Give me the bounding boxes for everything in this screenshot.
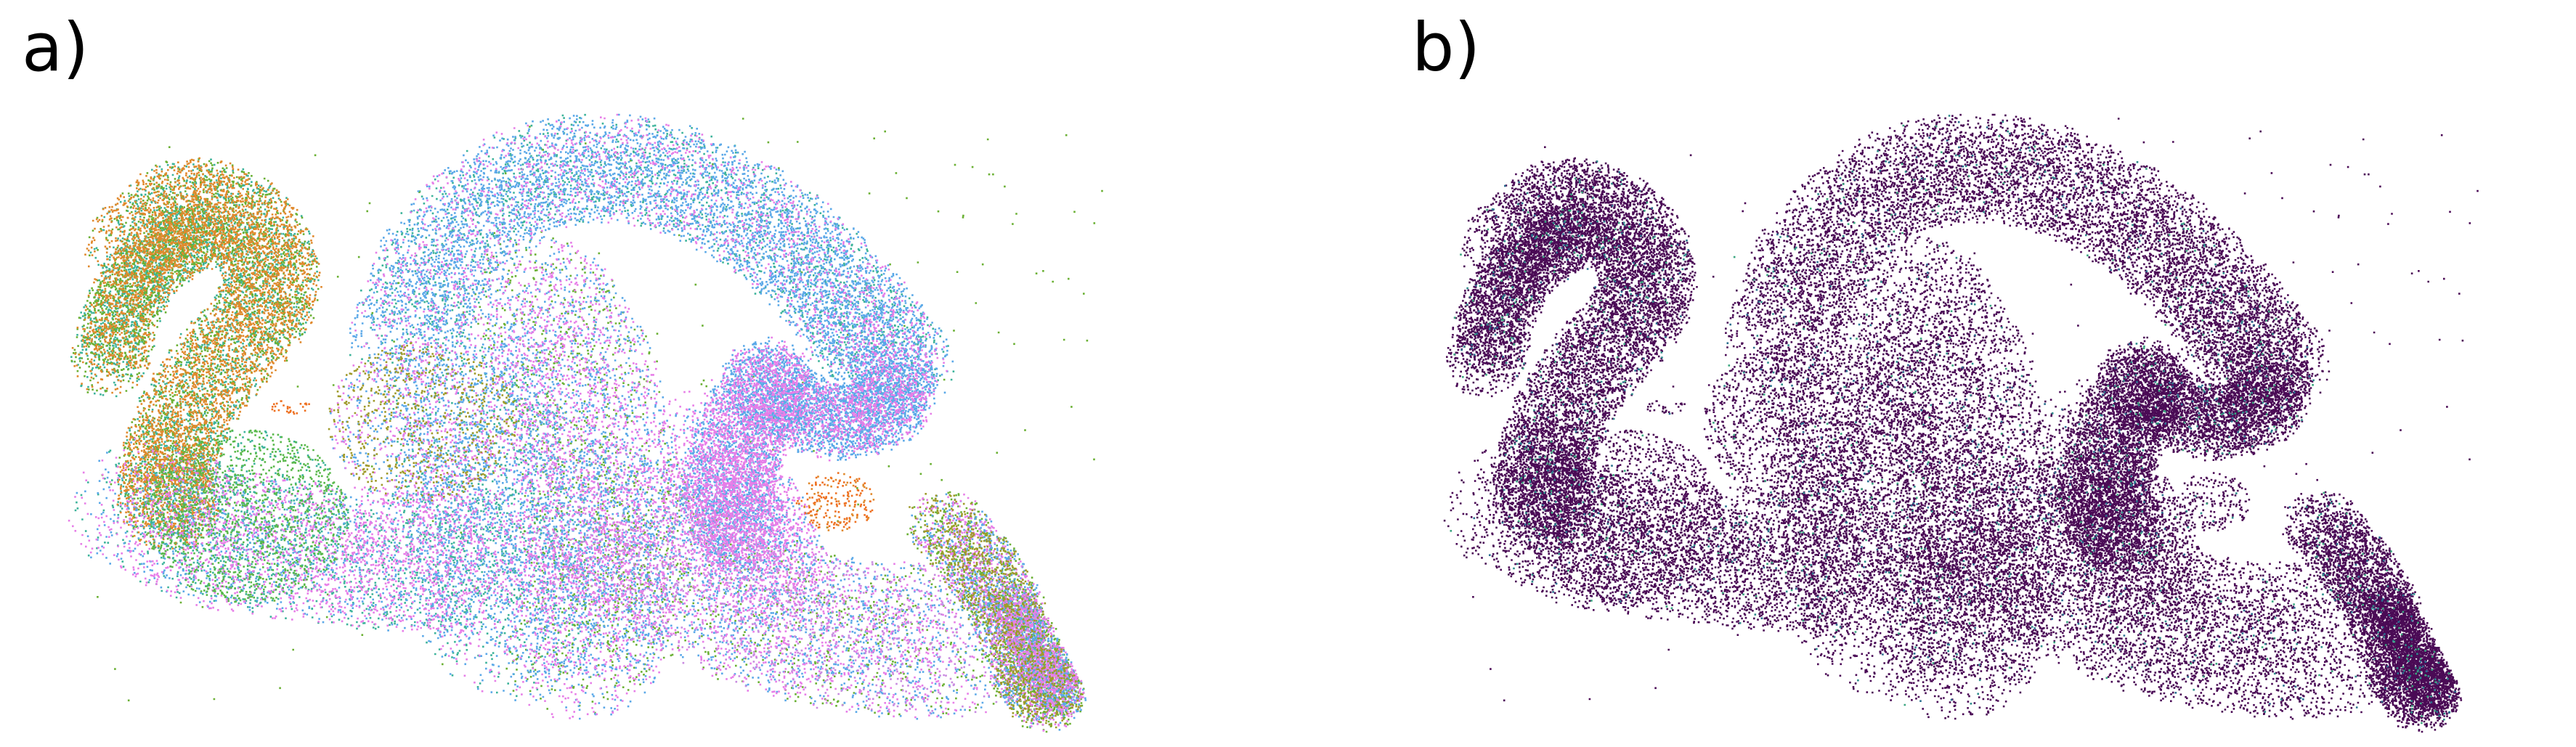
cell-cluster: [71, 157, 875, 555]
panel-label-b: b): [1412, 9, 1481, 86]
panel-b: b): [1288, 0, 2576, 747]
cell-cluster: [328, 342, 1084, 729]
cell-cluster: [146, 429, 349, 603]
cell-points: [68, 113, 1103, 733]
tissue-scatter-b: [1443, 113, 2479, 733]
cell-cluster: [76, 113, 1087, 731]
panel-label-a: a): [22, 9, 89, 86]
cell-cluster: [70, 113, 955, 698]
panel-a: a): [22, 9, 1103, 733]
cell-cluster: [1443, 113, 2479, 733]
tissue-scatter-a: [68, 113, 1103, 733]
cell-points: [1443, 113, 2479, 733]
cell-cluster: [68, 113, 1085, 732]
